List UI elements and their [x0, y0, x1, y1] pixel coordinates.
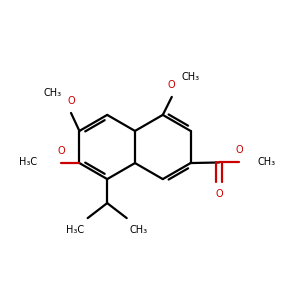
Text: O: O: [168, 80, 176, 90]
Text: CH₃: CH₃: [257, 158, 275, 167]
Text: O: O: [236, 145, 244, 155]
Text: CH₃: CH₃: [43, 88, 62, 98]
Text: H₃C: H₃C: [66, 225, 84, 235]
Text: CH₃: CH₃: [181, 72, 200, 82]
Text: O: O: [67, 96, 75, 106]
Text: O: O: [57, 146, 65, 156]
Text: O: O: [215, 190, 223, 200]
Text: CH₃: CH₃: [130, 225, 148, 235]
Text: H₃C: H₃C: [19, 157, 38, 167]
